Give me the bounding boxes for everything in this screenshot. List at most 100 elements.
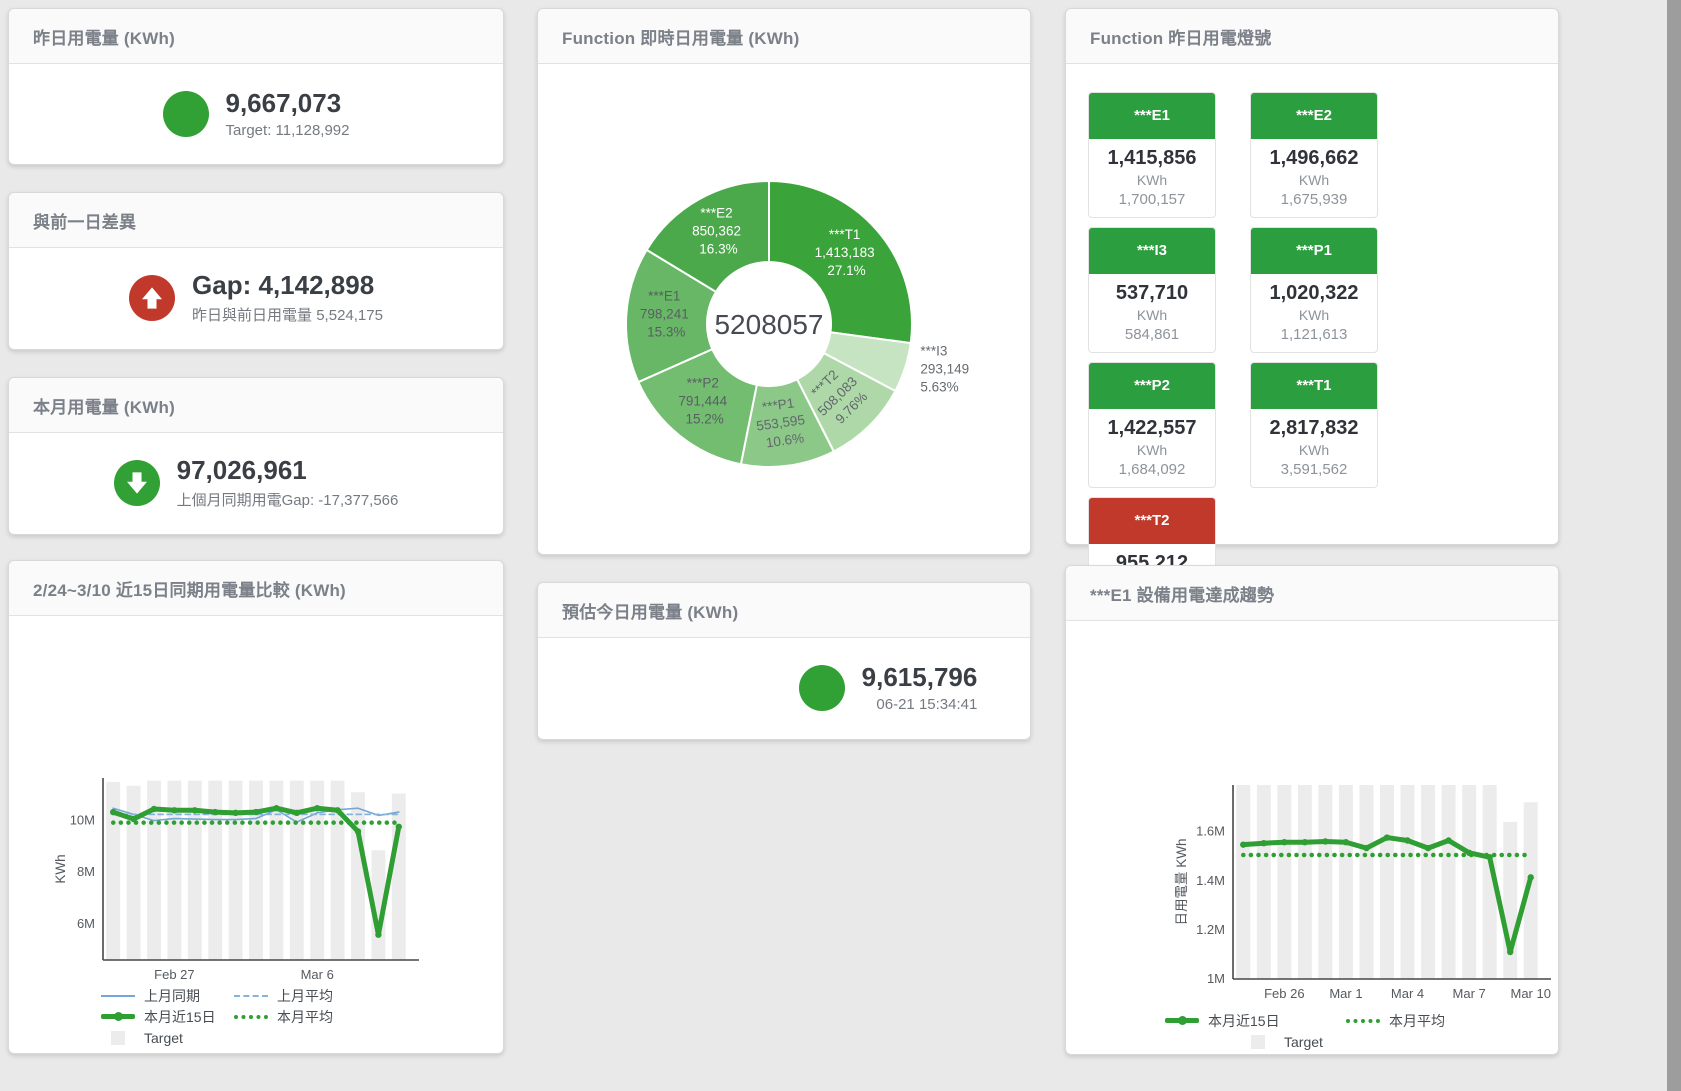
yesterday-value: 9,667,073: [225, 88, 342, 119]
x-tick: Mar 7: [1453, 986, 1486, 1001]
legend-item-本月近15日[interactable]: 本月近15日: [1165, 1010, 1346, 1031]
target-bar: [1297, 785, 1312, 979]
legend-swatch: [101, 994, 135, 997]
day-gap-stat: Gap: 4,142,898 昨日與前日用電量 5,524,175: [9, 248, 503, 348]
y-tick: 1.4M: [1196, 873, 1225, 888]
legend-item-本月平均[interactable]: 本月平均: [1346, 1010, 1527, 1031]
donut-label-T1: ***T1 1,413,183 27.1%: [815, 227, 879, 278]
status-tile-value: 2,817,832: [1269, 417, 1359, 439]
legend-item-本月近15日[interactable]: 本月近15日: [101, 1006, 234, 1027]
status-tile-unit: KWh: [1298, 172, 1330, 188]
card-day-gap: 與前一日差異 Gap: 4,142,898 昨日與前日用電量 5,524,175: [8, 192, 504, 350]
status-circle-icon: [162, 91, 209, 137]
card-status-lights: Function 昨日用電燈號 ***E1 1,415,856 KWh 1,70…: [1065, 8, 1559, 623]
card-donut-chart: Function 即時日用電量 (KWh) ***T1 1,413,183 27…: [537, 8, 1031, 555]
legend-swatch: [1165, 1016, 1199, 1025]
status-tile-value: 1,415,856: [1107, 147, 1197, 169]
status-tile-unit: KWh: [1136, 172, 1168, 188]
legend-item-上月平均[interactable]: 上月平均: [234, 985, 367, 1006]
estimate-stat: 9,615,796 06-21 15:34:41: [642, 638, 1134, 738]
status-tile-name: ***T2: [1089, 498, 1215, 544]
series-point: [1404, 837, 1411, 844]
yesterday-target-label: Target: 11,128,992: [225, 121, 350, 139]
trend-chart-canvas[interactable]: 1M 1.2M 1.4M 1.6M Feb 26 Mar 1 Mar 4 Mar 7 Mar 1…: [1066, 621, 1558, 1055]
target-bar: [310, 780, 325, 960]
card-trend-chart: ***E1 設備用電達成趨勢 1M 1.2M 1.4M 1.6M Feb 26 Mar 1…: [1065, 565, 1559, 1055]
trend-chart-legend: 本月近15日 本月平均 Target: [1165, 1010, 1565, 1052]
x-tick: Mar 10: [1510, 986, 1550, 1001]
status-tile-target: 1,121,613: [1280, 326, 1348, 343]
status-tile-value: 537,710: [1115, 282, 1189, 304]
day-gap-value: Gap: 4,142,898: [192, 270, 375, 301]
y-tick: 8M: [77, 864, 95, 879]
series-point: [1342, 839, 1350, 846]
target-bar: [126, 785, 141, 960]
series-point: [110, 808, 117, 816]
donut-slice-T1[interactable]: [768, 179, 913, 345]
target-bar: [1277, 785, 1292, 979]
x-tick: Mar 4: [1391, 986, 1424, 1001]
compare-chart-canvas[interactable]: 6M 8M 10M Feb 27 Mar 6 KWh: [9, 616, 501, 1054]
series-point: [1281, 839, 1288, 846]
status-tile-value: 1,020,322: [1269, 282, 1359, 304]
series-point: [273, 805, 280, 812]
status-tile-T1: ***T1 2,817,832 KWh 3,591,562: [1250, 362, 1378, 488]
donut-chart-canvas[interactable]: ***T1 1,413,183 27.1% ***I3 293,149 5.63…: [538, 64, 1030, 555]
legend-item-Target[interactable]: Target: [101, 1027, 234, 1048]
donut-chart-title: Function 即時日用電量 (KWh): [538, 9, 1030, 64]
status-tile-target: 584,861: [1124, 326, 1180, 343]
card-yesterday-title: 昨日用電量 (KWh): [9, 9, 503, 64]
legend-item-本月平均[interactable]: 本月平均: [234, 1006, 367, 1027]
legend-swatch: [1346, 1018, 1380, 1023]
target-bar: [1380, 785, 1394, 979]
series-point: [375, 931, 382, 938]
yesterday-stat: 9,667,073 Target: 11,128,992: [9, 64, 503, 164]
y-tick: 1.6M: [1196, 824, 1225, 839]
month-value: 97,026,961: [176, 455, 307, 486]
status-tile-P1: ***P1 1,020,322 KWh 1,121,613: [1250, 227, 1378, 353]
status-tile-I3: ***I3 537,710 KWh 584,861: [1088, 227, 1216, 353]
target-bar: [1400, 785, 1415, 979]
series-point: [1260, 840, 1267, 847]
series-point: [191, 807, 198, 814]
legend-item-Target[interactable]: Target: [1241, 1031, 1422, 1052]
target-bar: [1441, 785, 1456, 979]
x-tick: Feb 26: [1264, 986, 1304, 1001]
compare-chart-body: 6M 8M 10M Feb 27 Mar 6 KWh 上月同期 上月平均 本月近15日 本…: [9, 616, 503, 1054]
series-point: [354, 828, 362, 835]
card-yesterday-usage: 昨日用電量 (KWh) 9,667,073 Target: 11,128,992: [8, 8, 504, 165]
donut-label-E2: ***E2 850,362 16.3%: [692, 205, 745, 256]
status-tile-unit: KWh: [1136, 307, 1168, 323]
y-axis-label: 日用電量 KWh: [1174, 838, 1189, 925]
legend-swatch: [234, 994, 268, 997]
compare-chart-legend: 上月同期 上月平均 本月近15日 本月平均 Target: [101, 985, 401, 1048]
legend-swatch: [234, 1014, 268, 1019]
series-point: [130, 815, 137, 823]
series-point: [1527, 874, 1534, 881]
status-tile-target: 1,700,157: [1118, 191, 1186, 208]
month-gap-sub: 上個月同期用電Gap: -17,377,566: [176, 491, 399, 509]
card-estimate-today: 預估今日用電量 (KWh) 9,615,796 06-21 15:34:41: [537, 582, 1031, 740]
legend-swatch: [1251, 1034, 1265, 1049]
target-bar: [1256, 785, 1271, 979]
y-tick: 1M: [1207, 971, 1225, 986]
legend-item-上月同期[interactable]: 上月同期: [101, 985, 234, 1006]
donut-label-E1: ***E1 798,241 15.3%: [640, 288, 693, 339]
target-bar: [167, 780, 182, 960]
status-tile-unit: KWh: [1298, 442, 1330, 458]
status-tile-target: 1,684,092: [1118, 461, 1186, 478]
target-bar: [269, 780, 284, 960]
status-tile-name: ***E2: [1251, 93, 1377, 139]
donut-slice-E2[interactable]: [645, 179, 770, 294]
month-stat: 97,026,961 上個月同期用電Gap: -17,377,566: [9, 433, 503, 533]
page-scrollbar[interactable]: [1667, 0, 1681, 1091]
series-point: [314, 805, 321, 812]
target-bar: [187, 780, 202, 960]
series-point: [1383, 834, 1391, 841]
status-tile-value: 1,422,557: [1107, 417, 1197, 439]
target-bar: [289, 780, 304, 960]
target-bar: [1421, 785, 1436, 979]
legend-swatch: [101, 1012, 135, 1021]
target-bar: [1462, 785, 1477, 979]
status-tile-name: ***T1: [1251, 363, 1377, 409]
